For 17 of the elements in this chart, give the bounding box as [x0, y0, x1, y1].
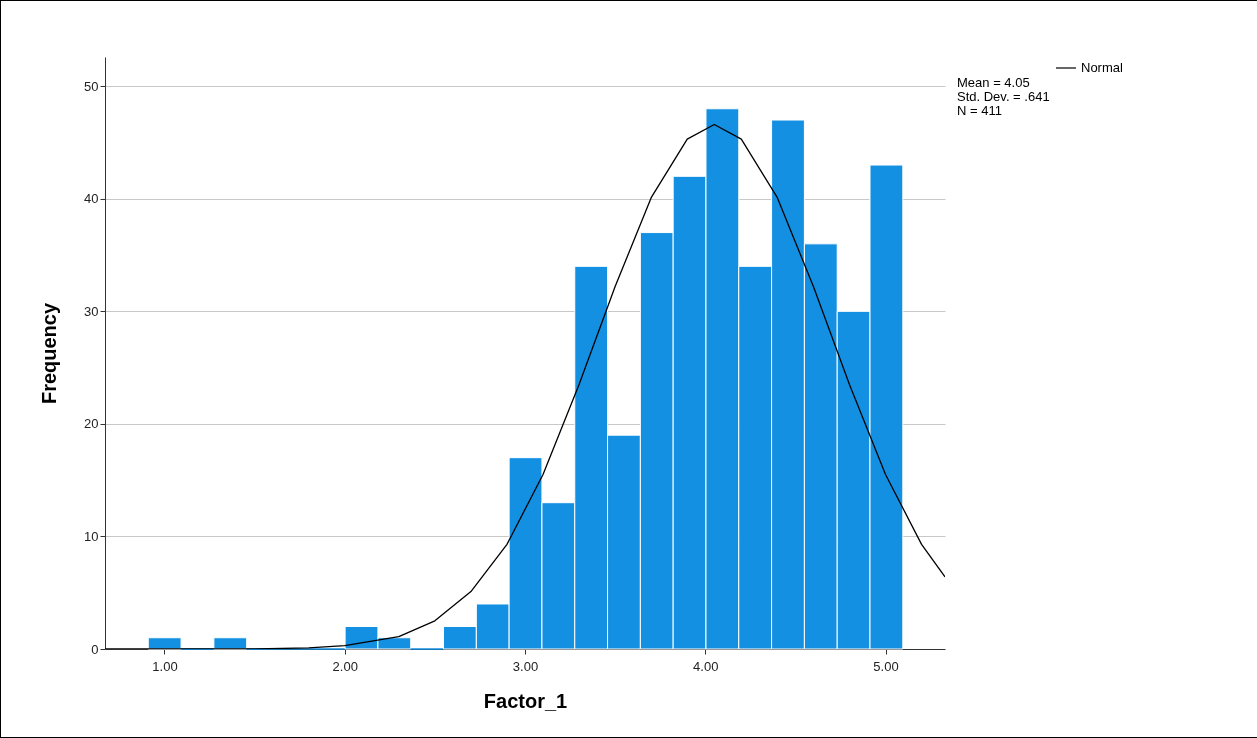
- text: N = 411: [957, 103, 1002, 118]
- x-tick-label: 2.00: [332, 658, 358, 674]
- text: Std. Dev. = .641: [957, 89, 1050, 104]
- x-tick-label: 4.00: [693, 658, 719, 674]
- x-axis-title: Factor_1: [483, 689, 568, 712]
- legend-label: Normal: [1081, 60, 1124, 75]
- y-axis-title: Frequency: [38, 302, 61, 405]
- text: Mean = 4.05: [957, 75, 1030, 90]
- y-tick-label: 40: [84, 191, 99, 207]
- x-tick-label: 3.00: [512, 658, 539, 674]
- y-tick-label: 10: [84, 528, 99, 544]
- y-tick-label: 20: [84, 416, 99, 432]
- y-tick-label: 30: [84, 303, 99, 319]
- x-tick-label: 5.00: [873, 658, 899, 674]
- x-tick-label: 1.00: [152, 658, 178, 674]
- y-tick-label: 50: [84, 78, 99, 94]
- y-tick-label: 0: [91, 641, 99, 657]
